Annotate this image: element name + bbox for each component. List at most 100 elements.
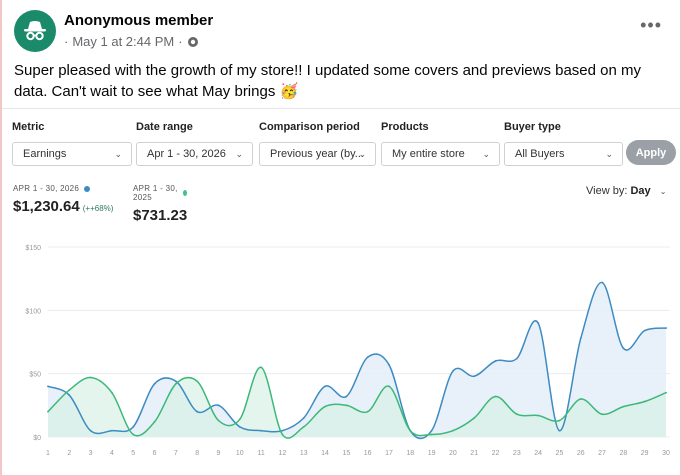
previous-data-point [260,366,263,369]
metric-select[interactable]: Earnings ⌄ [12,142,132,166]
current-data-point [132,425,135,428]
previous-data-point [388,385,390,388]
previous-data-point [622,405,625,408]
previous-data-point [345,404,348,407]
x-tick-label: 10 [236,450,244,457]
date-range-select[interactable]: Apr 1 - 30, 2026 ⌄ [136,142,253,166]
filter-bar: Metric Earnings ⌄ Date range Apr 1 - 30,… [12,121,680,167]
previous-period-metric: APR 1 - 30, 2025 $731.23 [133,184,188,224]
filter-label: Metric [12,121,45,133]
current-data-point [217,404,220,407]
current-period-date: APR 1 - 30, 2026 [13,184,113,193]
previous-data-point [174,382,177,385]
x-tick-label: 9 [217,450,221,457]
change-badge: (++68%) [82,204,114,213]
previous-data-point [47,410,49,413]
view-by-dropdown[interactable]: View by: Day ⌄ [586,185,666,197]
x-tick-label: 29 [641,450,649,457]
current-data-point [324,385,326,388]
previous-data-point [324,405,326,408]
previous-series-line [47,366,667,439]
globe-icon [187,36,198,47]
previous-data-point [430,433,433,436]
chevron-down-icon: ⌄ [114,149,122,159]
comparison-select[interactable]: Previous year (by... ⌄ [259,142,376,166]
post-header: Anonymous member · May 1 at 2:44 PM · [14,10,213,56]
current-data-point [281,429,284,432]
current-period-total: $1,230.64 (++68%) [13,198,113,215]
meta-separator: · [178,34,183,49]
filter-label: Date range [136,121,193,133]
previous-series-area [48,367,666,439]
x-tick-label: 26 [577,450,585,457]
x-tick-label: 16 [364,450,372,457]
x-tick-label: 11 [257,450,264,457]
x-tick-label: 17 [385,450,393,457]
previous-data-point [579,398,582,400]
previous-data-point [643,400,646,403]
current-data-point [579,337,582,340]
chevron-down-icon: ⌄ [358,149,366,159]
current-data-point [89,429,92,432]
x-tick-label: 8 [195,450,199,457]
y-tick-label: $150 [25,245,41,252]
x-tick-label: 1 [46,450,50,457]
filter-products: Products My entire store ⌄ [381,121,500,166]
incognito-icon[interactable] [14,10,56,52]
chevron-down-icon: ⌄ [659,187,667,196]
more-options-icon[interactable]: ••• [640,15,662,35]
current-data-point [388,363,390,366]
current-data-point [302,417,305,419]
x-tick-label: 27 [598,450,606,457]
current-data-point [473,375,476,378]
previous-data-point [601,413,603,416]
x-tick-label: 6 [153,450,157,457]
filter-label: Products [381,121,429,133]
previous-total-value: $731.23 [133,207,188,224]
products-select[interactable]: My entire store ⌄ [381,142,500,166]
current-data-point [68,394,71,397]
current-data-point [430,429,433,432]
previous-data-point [473,417,476,419]
current-data-point [622,347,625,350]
post-text: Super pleased with the growth of my stor… [14,62,641,100]
chevron-down-icon: ⌄ [605,149,613,159]
previous-series-dot [183,190,188,196]
current-period-metric: APR 1 - 30, 2026 $1,230.64 (++68%) [13,184,113,215]
y-tick-label: $50 [29,372,41,379]
current-data-point [601,281,603,284]
author-name[interactable]: Anonymous member [64,12,214,29]
previous-data-point [409,429,412,432]
x-tick-label: 21 [470,450,478,457]
filter-comparison: Comparison period Previous year (by... ⌄ [259,121,376,166]
previous-data-point [515,413,518,416]
previous-data-point [537,414,540,417]
current-data-point [366,356,369,359]
chevron-down-icon: ⌄ [235,149,243,159]
current-data-point [153,382,156,385]
view-by-value: Day [630,185,651,197]
post-date[interactable]: May 1 at 2:44 PM [72,34,175,49]
x-tick-label: 24 [534,450,542,457]
select-value: All Buyers [515,148,565,160]
filter-label: Buyer type [504,121,561,133]
apply-button[interactable]: Apply [626,140,676,165]
previous-data-point [494,395,497,398]
current-data-point [238,425,241,428]
current-series-dot [84,185,91,192]
x-tick-label: 25 [556,450,564,457]
x-tick-label: 3 [89,450,93,457]
previous-data-point [451,429,454,432]
filter-metric: Metric Earnings ⌄ [12,121,132,166]
current-data-point [451,370,454,373]
previous-data-point [217,419,220,422]
current-data-point [345,395,348,398]
previous-data-point [238,418,241,421]
x-tick-label: 28 [619,450,627,457]
current-data-point [515,357,518,360]
chevron-down-icon: ⌄ [482,149,490,159]
previous-data-point [302,425,305,428]
buyer-type-select[interactable]: All Buyers ⌄ [504,142,623,166]
